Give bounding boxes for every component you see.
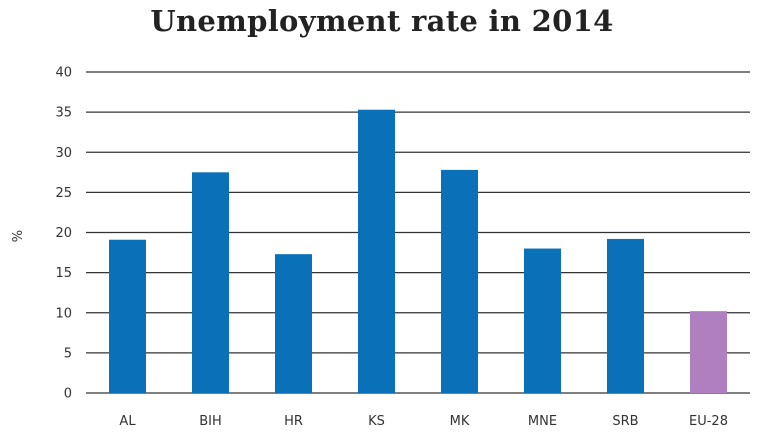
y-axis-label: % [11,230,26,242]
bar-bih [192,172,229,393]
chart-title: Unemployment rate in 2014 [150,4,614,38]
x-tick-label: SRB [612,414,638,429]
y-tick-label: 35 [55,106,72,121]
bar-mne [524,248,561,393]
gridlines [86,71,750,394]
bar-eu-28 [690,311,727,393]
x-tick-label: EU-28 [689,414,728,429]
y-tick-label: 15 [55,266,72,281]
y-tick-label: 0 [64,387,72,402]
bar-ks [358,109,395,393]
bar-al [109,239,146,393]
x-tick-label: MNE [528,414,557,429]
y-tick-label: 40 [55,66,72,81]
y-tick-labels: 0 5 10 15 20 25 30 35 40 [55,66,72,402]
y-tick-label: 30 [55,146,72,161]
bar-srb [607,238,644,393]
y-tick-label: 5 [64,346,72,361]
y-tick-label: 25 [55,186,72,201]
x-tick-label: HR [284,414,303,429]
y-tick-label: 10 [55,306,72,321]
x-tick-label: BIH [199,414,222,429]
x-tick-label: MK [450,414,470,429]
x-tick-label: AL [119,414,136,429]
y-tick-label: 20 [55,226,72,241]
x-tick-label: KS [368,414,385,429]
bars [109,109,727,393]
x-tick-labels: AL BIH HR KS MK MNE SRB EU-28 [119,414,728,429]
bar-mk [441,169,478,393]
bar-hr [275,254,312,393]
